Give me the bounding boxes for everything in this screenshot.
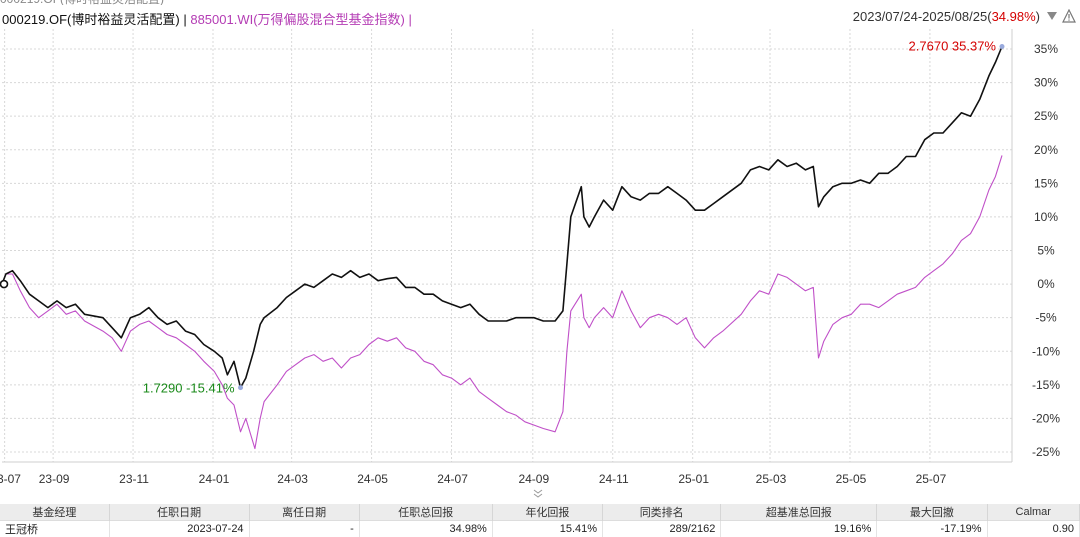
cell-calmar: 0.90 bbox=[987, 520, 1080, 537]
min-point-label: 1.7290 -15.41% bbox=[143, 381, 235, 396]
cell-end-date: - bbox=[249, 520, 360, 537]
x-tick-label: 24-07 bbox=[437, 472, 468, 486]
y-tick-label: 0% bbox=[1037, 277, 1055, 291]
cell-manager: 王冠桥 bbox=[0, 520, 110, 537]
clipped-top-text: 000219.OF(博时裕益灵活配置) bbox=[0, 0, 560, 5]
chart-header: 000219.OF(博时裕益灵活配置) | 885001.WI(万得偏股混合型基… bbox=[0, 7, 1080, 27]
point-marker bbox=[238, 385, 244, 391]
col-header[interactable]: 离任日期 bbox=[249, 504, 360, 521]
y-tick-label: 25% bbox=[1034, 109, 1058, 123]
max-point-label: 2.7670 35.37% bbox=[909, 39, 997, 54]
x-tick-label: 23-11 bbox=[119, 472, 149, 486]
annotations: 2.7670 35.37% 1.7290 -15.41% bbox=[143, 39, 1005, 396]
col-header[interactable]: 最大回撤 bbox=[876, 504, 988, 521]
y-tick-label: 35% bbox=[1034, 42, 1058, 56]
manager-table: 基金经理 任职日期 离任日期 任职总回报 年化回报 同类排名 超基准总回报 最大… bbox=[0, 504, 1080, 537]
y-axis: 35% 30% 25% 20% 15% 10% 5% 0% -5% -10% -15% -20% -25… bbox=[1032, 42, 1060, 459]
col-header[interactable]: 超基准总回报 bbox=[720, 504, 878, 521]
col-header[interactable]: Calmar bbox=[987, 504, 1080, 521]
date-range-dates: 2023/07/24-2025/08/25 bbox=[852, 9, 988, 24]
warning-icon[interactable] bbox=[1062, 8, 1076, 23]
x-tick-label: 24-09 bbox=[518, 472, 549, 486]
cell-max-drawdown: -17.19% bbox=[876, 520, 988, 537]
chart: 35% 30% 25% 20% 15% 10% 5% 0% -5% -10% -15% -20% -25… bbox=[0, 29, 1060, 486]
x-tick-label: 23-09 bbox=[39, 472, 70, 486]
x-tick-label: 24-03 bbox=[277, 472, 308, 486]
series-line-benchmark bbox=[1, 155, 1003, 450]
cell-excess-return: 19.16% bbox=[720, 520, 878, 537]
cell-start-date: 2023-07-24 bbox=[109, 520, 250, 537]
start-marker bbox=[0, 279, 9, 289]
legend-benchmark[interactable]: 885001.WI(万得偏股混合型基金指数) bbox=[190, 12, 405, 27]
col-header[interactable]: 任职总回报 bbox=[359, 504, 493, 521]
table-header-row: 基金经理 任职日期 离任日期 任职总回报 年化回报 同类排名 超基准总回报 最大… bbox=[0, 504, 1080, 521]
x-axis: 23-07 23-09 23-11 24-01 24-03 24-05 24-07 24-09… bbox=[0, 472, 947, 486]
point-marker bbox=[999, 44, 1005, 50]
legend-benchmark-separator: | bbox=[408, 12, 412, 27]
legend-fund[interactable]: 000219.OF(博时裕益灵活配置) bbox=[2, 12, 180, 27]
x-tick-label: 25-05 bbox=[836, 472, 867, 486]
x-tick-label: 23-07 bbox=[0, 472, 21, 486]
x-tick-label: 24-01 bbox=[199, 472, 230, 486]
date-range[interactable]: 2023/07/24-2025/08/25(34.98%) bbox=[853, 9, 1040, 24]
cell-rank: 289/2162 bbox=[602, 520, 722, 537]
y-tick-label: 20% bbox=[1034, 143, 1058, 157]
x-tick-label: 24-05 bbox=[357, 472, 388, 486]
col-header[interactable]: 任职日期 bbox=[109, 504, 250, 521]
date-range-close: ) bbox=[1035, 9, 1040, 24]
col-header[interactable]: 基金经理 bbox=[0, 504, 110, 521]
triangle-down-icon[interactable] bbox=[1046, 10, 1058, 22]
x-tick-label: 25-01 bbox=[678, 472, 709, 486]
grid bbox=[2, 29, 1013, 463]
y-tick-label: 30% bbox=[1034, 76, 1058, 90]
x-tick-label: 25-03 bbox=[756, 472, 787, 486]
y-tick-label: -25% bbox=[1032, 445, 1060, 459]
date-range-return: 34.98% bbox=[991, 9, 1036, 24]
y-tick-label: 15% bbox=[1034, 176, 1058, 190]
col-header[interactable]: 同类排名 bbox=[602, 504, 722, 521]
double-chevron-down-icon[interactable] bbox=[533, 489, 543, 502]
y-tick-label: 5% bbox=[1037, 244, 1055, 258]
col-header[interactable]: 年化回报 bbox=[492, 504, 604, 521]
series-line-fund bbox=[1, 46, 1003, 389]
cell-total-return: 34.98% bbox=[359, 520, 493, 537]
date-range-open: ( bbox=[987, 9, 992, 24]
y-tick-label: -20% bbox=[1032, 411, 1060, 425]
cell-annual-return: 15.41% bbox=[492, 520, 604, 537]
y-tick-label: -15% bbox=[1032, 378, 1060, 392]
x-tick-label: 25-07 bbox=[916, 472, 947, 486]
x-tick-label: 24-11 bbox=[599, 472, 629, 486]
y-tick-label: 10% bbox=[1034, 210, 1058, 224]
y-tick-label: -5% bbox=[1035, 311, 1057, 325]
y-tick-label: -10% bbox=[1032, 344, 1060, 358]
table-row[interactable]: 王冠桥 2023-07-24 - 34.98% 15.41% 289/2162 … bbox=[0, 520, 1080, 537]
legend-separator: | bbox=[183, 12, 187, 27]
legend: 000219.OF(博时裕益灵活配置) | 885001.WI(万得偏股混合型基… bbox=[2, 9, 412, 28]
series-lines bbox=[0, 46, 1003, 450]
